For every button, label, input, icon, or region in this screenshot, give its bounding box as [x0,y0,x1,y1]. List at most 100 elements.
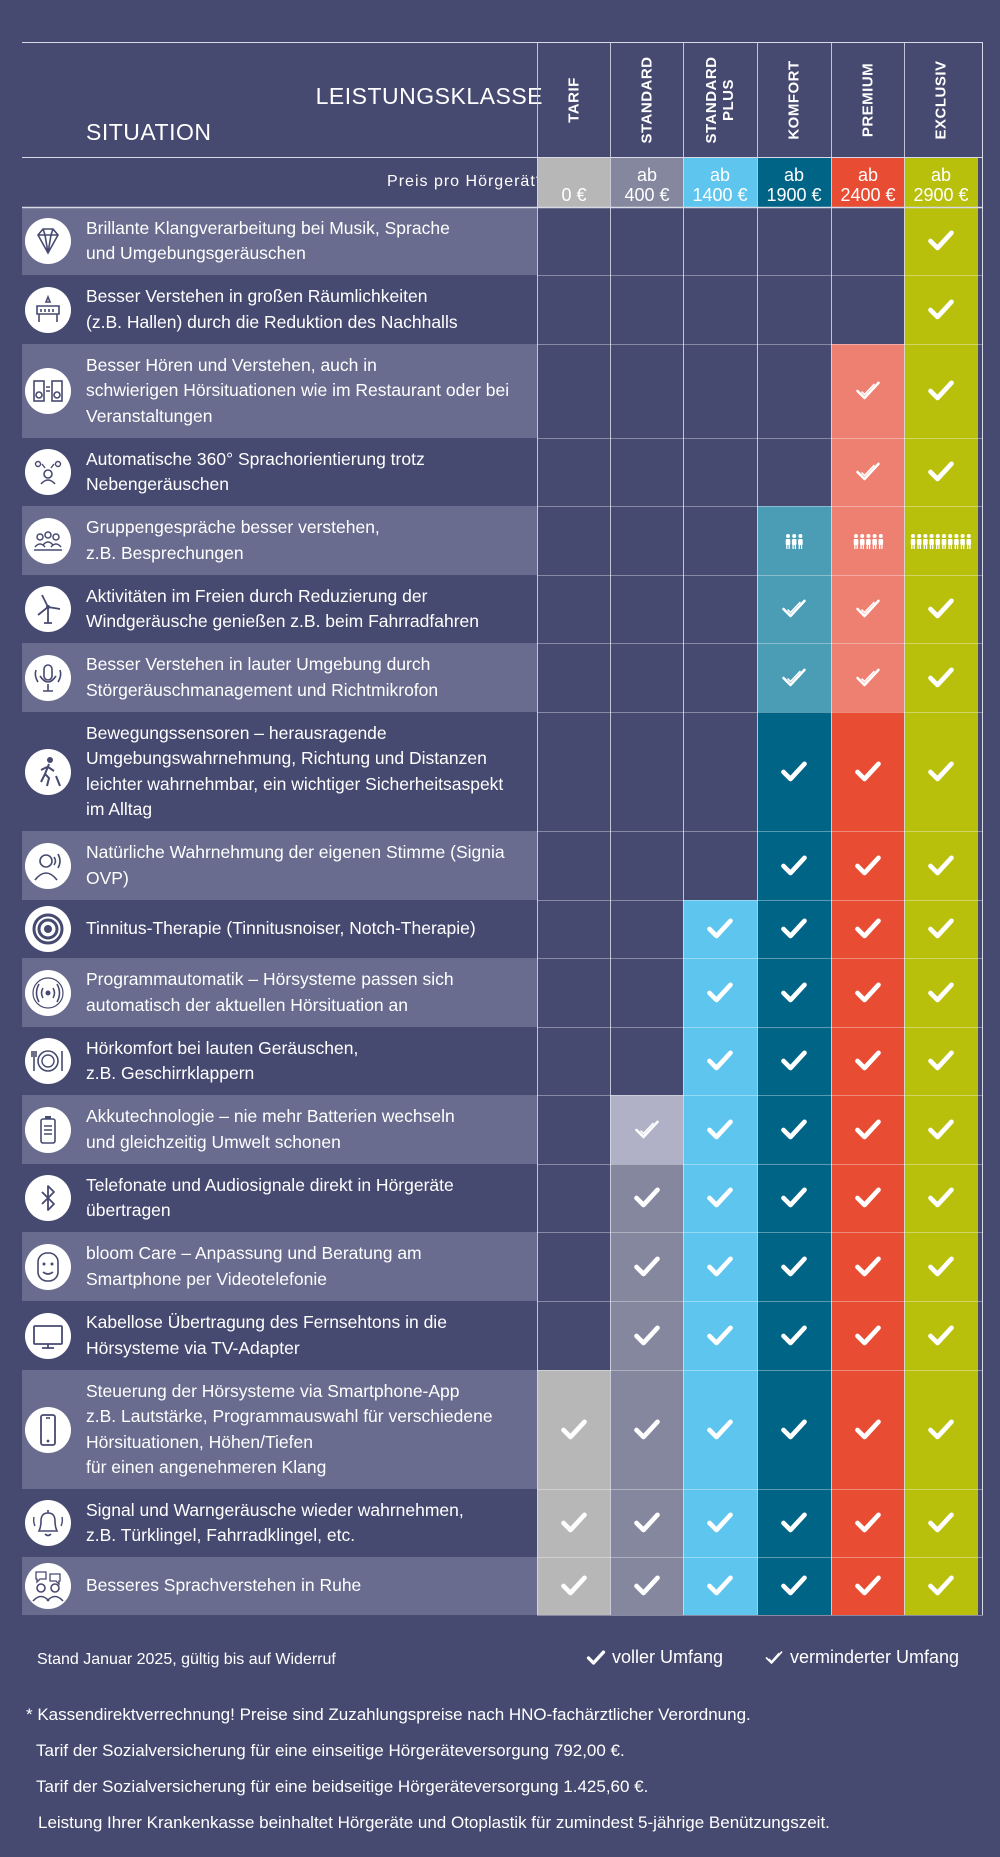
full-check-icon [561,1575,587,1596]
situation-cell [22,575,537,643]
situation-line: OVP) [86,867,129,888]
reduced-check-icon [635,1120,659,1138]
full-check-icon [781,1256,807,1276]
full-mark [757,1489,831,1557]
full-mark [757,831,831,900]
full-check-icon [928,1575,954,1596]
reduced-check-icon [856,599,880,618]
value-cell-tarif [537,712,611,831]
situation-text: Besser Hören und Verstehen, auch in schwi… [86,353,509,430]
full-check-icon [781,1187,807,1208]
full-check-icon [855,918,881,939]
situation-icon-wrap [25,906,71,952]
value-cell-tarif [537,575,611,643]
price-cell-komfort: ab 1900 € [757,157,831,207]
situation-line: und Umgebungsgeräuschen [86,243,306,263]
value-cell-standard [610,958,684,1027]
full-mark [757,900,831,958]
price-line: ab [857,165,879,185]
situation-icon-wrap [25,449,71,495]
full-check-icon [707,918,733,939]
situation-line: Bewegungssensoren – herausragende [86,722,387,743]
level-header-tarif: TARIF [566,77,583,123]
full-check-icon [634,1325,660,1345]
situation-cell [22,1232,537,1301]
full-mark [683,1301,757,1370]
full-mark [904,575,978,643]
value-cell-standard_plus [683,438,757,506]
situation-text: Hörkomfort bei lauten Geräuschen, z.B. Ge… [86,1036,358,1087]
smartphone-icon [40,1413,56,1446]
full-mark [904,900,978,958]
situation-text: Kabellose Übertragung des Fernsehtons in… [86,1310,447,1361]
full-check-icon [855,1187,881,1208]
wind-turbine-icon [37,594,61,624]
situation-line: Steuerung der Hörsysteme via Smartphone-… [86,1380,460,1401]
full-mark [831,1164,905,1232]
full-check-icon [855,855,881,875]
full-check-icon [928,1512,954,1533]
value-cell-standard [610,712,684,831]
situation-text: Steuerung der Hörsysteme via Smartphone-… [86,1379,493,1481]
full-check-icon [634,1575,660,1596]
full-check-icon [707,1512,733,1533]
value-cell-standard [610,275,684,344]
full-mark [831,958,905,1027]
value-cell-tarif [537,1095,611,1164]
situation-line: Tinnitus-Therapie (Tinnitusnoiser, Notch… [86,918,476,939]
situation-line: Störgeräuschmanagement und Richtmikrofon [86,679,439,700]
full-check-icon [634,1256,660,1276]
full-mark [904,1370,978,1489]
group-size-mark [904,506,978,575]
value-cell-standard_plus [683,207,757,275]
value-cell-standard [610,207,684,275]
situation-cell [22,958,537,1027]
situation-line: automatisch der aktuellen Hörsituation a… [86,994,408,1015]
level-header-standard: STANDARD [639,56,656,143]
value-cell-exclusiv [904,506,978,575]
full-check-icon [928,1419,954,1439]
group-size-mark [831,506,905,575]
situation-line: z.B. Türklingel, Fahrradklingel, etc. [86,1525,356,1545]
situation-line: Brillante Klangverarbeitung bei Musik, S… [86,217,450,238]
situation-icon-wrap [25,1563,71,1609]
situation-text: Akkutechnologie – nie mehr Batterien wec… [86,1104,455,1155]
value-cell-standard [610,643,684,712]
people-icon [785,533,803,549]
value-cell-standard_plus [683,506,757,575]
value-cell-standard [610,900,684,958]
situation-line: schwierigen Hörsituationen wie im Restau… [86,380,510,401]
full-mark [904,1232,978,1301]
restaurant-speaker-icon [33,380,63,402]
full-check-icon [855,1419,881,1439]
full-check-icon [928,667,954,687]
price-line: 400 € [624,185,670,205]
level-name-line: STANDARD [638,55,656,144]
full-mark [683,1095,757,1164]
price-line: 1900 € [766,185,822,205]
situation-icon-wrap [25,1243,71,1290]
situation-cell [22,1370,537,1489]
situation-text: Brillante Klangverarbeitung bei Musik, S… [86,216,450,267]
situation-line: z.B. Besprechungen [86,542,244,563]
full-mark [904,438,978,506]
full-mark [757,712,831,831]
value-cell-tarif [537,831,611,900]
full-mark [904,207,978,275]
full-check-icon [928,598,954,619]
price-line: ab [636,165,658,185]
price-line: ab [783,165,805,185]
full-mark [537,1557,611,1615]
reduced-mark [831,438,905,506]
reduced-check-icon [782,668,806,686]
value-cell-standard [610,575,684,643]
full-check-icon [781,1419,807,1439]
price-line: 0 € [561,185,587,205]
situation-line: Akkutechnologie – nie mehr Batterien wec… [86,1106,455,1126]
situation-icon-wrap [25,1406,71,1453]
full-check-icon [928,230,954,251]
value-cell-tarif [537,1232,611,1301]
full-mark [904,712,978,831]
full-check-icon [707,1419,733,1439]
situation-cell [22,1301,537,1370]
